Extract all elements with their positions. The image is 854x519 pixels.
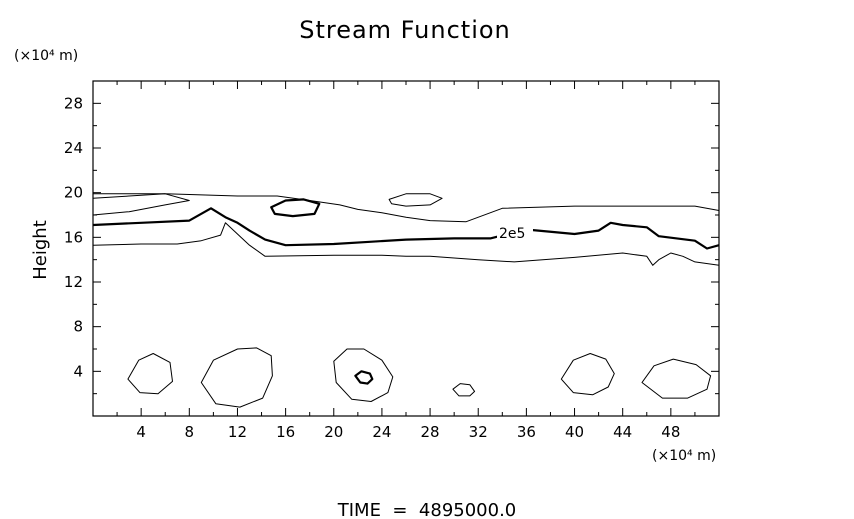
contour-cell-upper-16 xyxy=(270,198,321,218)
contour-cell-low-48 xyxy=(641,358,712,399)
x-tick-label: 8 xyxy=(185,423,195,441)
x-tick-label: 40 xyxy=(565,423,584,441)
contour-cell-low-4 xyxy=(127,353,173,395)
contour-upper-thin xyxy=(93,193,720,223)
axis-ticks xyxy=(93,81,719,416)
plot-frame xyxy=(92,80,720,417)
y-tick-label: 8 xyxy=(73,318,83,336)
contour-cell-low-22 xyxy=(333,348,394,402)
x-tick-label: 28 xyxy=(421,423,440,441)
y-axis-label: Height xyxy=(30,220,51,280)
y-tick-label: 24 xyxy=(64,139,83,157)
y-tick-labels: 4 8 12 16 20 24 28 xyxy=(64,94,83,380)
x-unit-label: (×10⁴ m) xyxy=(652,448,716,464)
contour-label: 2e5 xyxy=(499,226,525,242)
contour-lower-thin xyxy=(92,222,720,266)
x-tick-label: 24 xyxy=(372,423,391,441)
x-tick-label: 48 xyxy=(661,423,680,441)
contour-inner-upper xyxy=(92,193,190,216)
contour-cell-low-22-inner xyxy=(354,370,374,385)
x-tick-label: 36 xyxy=(517,423,536,441)
contour-2e5 xyxy=(92,207,720,250)
contour-cell-upper-27 xyxy=(388,193,443,207)
time-footer: TIME = 4895000.0 xyxy=(337,500,517,519)
y-tick-label: 28 xyxy=(64,94,83,112)
x-tick-label: 20 xyxy=(324,423,343,441)
y-tick-label: 16 xyxy=(64,228,83,246)
contour-lines xyxy=(92,193,720,408)
contour-cell-low-41 xyxy=(560,353,615,396)
y-unit-label: (×10⁴ m) xyxy=(14,48,78,64)
x-tick-label: 12 xyxy=(228,423,247,441)
x-tick-label: 4 xyxy=(136,423,146,441)
x-tick-label: 44 xyxy=(613,423,632,441)
y-tick-label: 12 xyxy=(64,273,83,291)
x-tick-label: 32 xyxy=(469,423,488,441)
x-tick-labels: 4 8 12 16 20 24 28 32 36 40 44 48 xyxy=(136,423,680,441)
contour-label-backing xyxy=(497,224,533,242)
chart-title: Stream Function xyxy=(299,16,511,44)
contour-cell-low-31 xyxy=(452,383,476,397)
y-tick-label: 20 xyxy=(64,184,83,202)
contour-cell-low-12 xyxy=(200,347,273,408)
x-tick-label: 16 xyxy=(276,423,295,441)
y-tick-label: 4 xyxy=(73,362,83,380)
